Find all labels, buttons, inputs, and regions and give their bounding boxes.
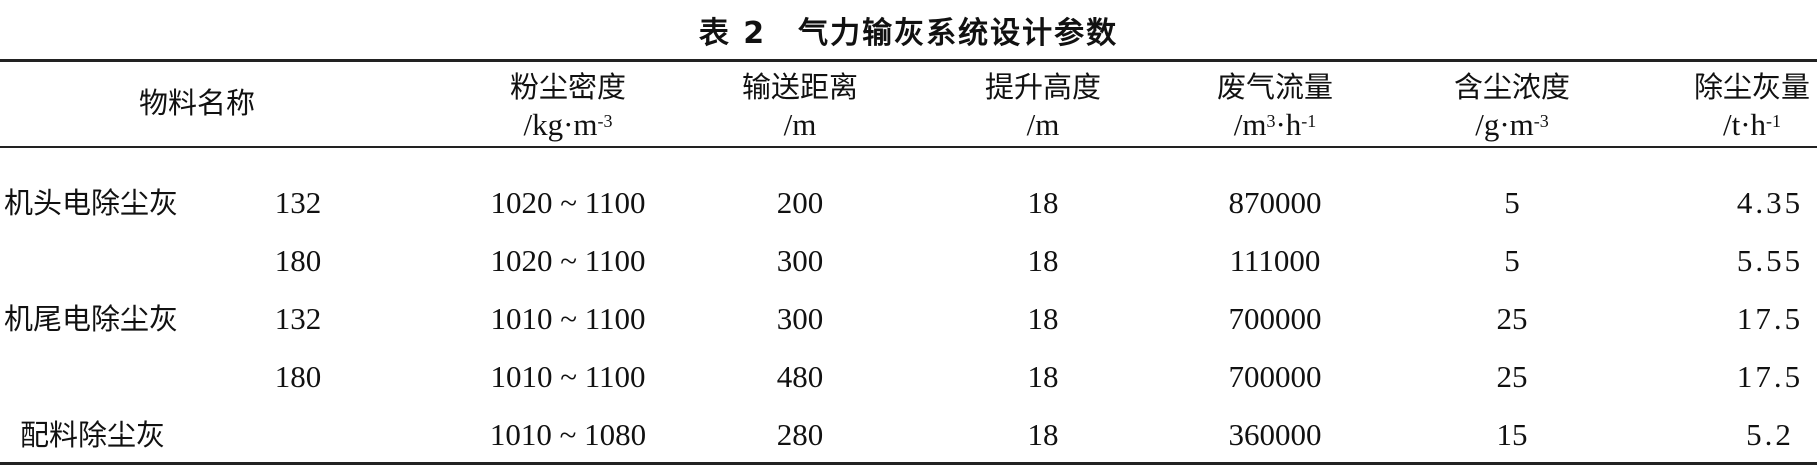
cell-amount: 5.2 [1746, 417, 1794, 452]
header-1-name: 粉尘密度 [509, 70, 627, 104]
header-5-name: 含尘浓度 [1453, 70, 1571, 104]
row-subtype: 180 [274, 243, 322, 278]
header-4-unit: /m3·h-1 [1233, 107, 1317, 142]
top-rule [0, 59, 1817, 62]
cell-density: 1010 ~ 1100 [490, 301, 646, 336]
cell-flow: 360000 [1228, 417, 1322, 452]
cell-conc: 25 [1496, 359, 1528, 394]
row-subtype: 132 [274, 301, 322, 336]
cell-density: 1020 ~ 1100 [490, 243, 646, 278]
cell-flow: 111000 [1229, 243, 1321, 278]
cell-distance: 300 [776, 243, 824, 278]
header-rule [0, 146, 1817, 148]
header-2-name: 输送距离 [741, 70, 859, 104]
header-3-unit: /m [1026, 107, 1060, 142]
cell-density: 1010 ~ 1100 [490, 359, 646, 394]
cell-amount: 4.35 [1736, 185, 1804, 220]
cell-density: 1020 ~ 1100 [490, 185, 646, 220]
cell-height: 18 [1027, 185, 1059, 220]
cell-amount: 5.55 [1736, 243, 1804, 278]
table-title: 表 2 气力输灰系统设计参数 [698, 16, 1119, 51]
cell-height: 18 [1027, 359, 1059, 394]
row-material: 机头电除尘灰 [4, 186, 179, 220]
header-4-name: 废气流量 [1216, 70, 1334, 104]
cell-conc: 5 [1504, 243, 1520, 278]
cell-flow: 870000 [1228, 185, 1322, 220]
cell-flow: 700000 [1228, 359, 1322, 394]
cell-distance: 480 [776, 359, 824, 394]
row-subtype: 132 [274, 185, 322, 220]
header-material: 物料名称 [138, 86, 256, 120]
cell-conc: 25 [1496, 301, 1528, 336]
cell-height: 18 [1027, 417, 1059, 452]
bottom-rule [0, 462, 1817, 465]
row-material: 机尾电除尘灰 [4, 302, 179, 336]
row-material: 配料除尘灰 [20, 418, 166, 452]
cell-conc: 5 [1504, 185, 1520, 220]
cell-distance: 300 [776, 301, 824, 336]
cell-distance: 280 [776, 417, 824, 452]
cell-amount: 17.5 [1736, 301, 1804, 336]
row-subtype: 180 [274, 359, 322, 394]
cell-conc: 15 [1496, 417, 1528, 452]
header-5-unit: /g·m-3 [1475, 107, 1549, 142]
header-1-unit: /kg·m-3 [523, 107, 613, 142]
header-6-unit: /t·h-1 [1722, 107, 1782, 142]
cell-flow: 700000 [1228, 301, 1322, 336]
cell-height: 18 [1027, 243, 1059, 278]
header-3-name: 提升高度 [984, 70, 1102, 104]
header-6-name: 除尘灰量 [1693, 70, 1811, 104]
cell-height: 18 [1027, 301, 1059, 336]
cell-distance: 200 [776, 185, 824, 220]
cell-density: 1010 ~ 1080 [489, 417, 647, 452]
header-2-unit: /m [783, 107, 817, 142]
cell-amount: 17.5 [1736, 359, 1804, 394]
